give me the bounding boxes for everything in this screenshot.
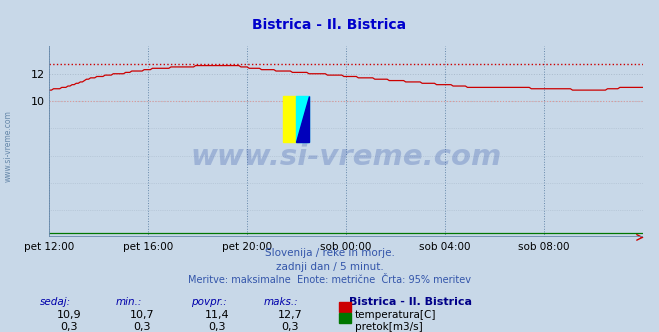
Text: 12,7: 12,7 xyxy=(277,310,302,320)
Polygon shape xyxy=(295,96,308,142)
Text: Slovenija / reke in morje.: Slovenija / reke in morje. xyxy=(264,248,395,258)
Text: www.si-vreme.com: www.si-vreme.com xyxy=(3,110,13,182)
Text: temperatura[C]: temperatura[C] xyxy=(355,310,436,320)
Text: Meritve: maksimalne  Enote: metrične  Črta: 95% meritev: Meritve: maksimalne Enote: metrične Črta… xyxy=(188,275,471,285)
Text: www.si-vreme.com: www.si-vreme.com xyxy=(190,143,501,171)
Text: 0,3: 0,3 xyxy=(209,322,226,332)
Text: 11,4: 11,4 xyxy=(205,310,230,320)
Text: Bistrica - Il. Bistrica: Bistrica - Il. Bistrica xyxy=(349,297,473,307)
Text: 0,3: 0,3 xyxy=(133,322,150,332)
Bar xyxy=(295,96,308,142)
Text: 0,3: 0,3 xyxy=(61,322,78,332)
Text: zadnji dan / 5 minut.: zadnji dan / 5 minut. xyxy=(275,262,384,272)
Text: pretok[m3/s]: pretok[m3/s] xyxy=(355,322,422,332)
Text: povpr.:: povpr.: xyxy=(191,297,227,307)
Text: min.:: min.: xyxy=(115,297,142,307)
Text: maks.:: maks.: xyxy=(264,297,299,307)
Text: sedaj:: sedaj: xyxy=(40,297,71,307)
Text: 0,3: 0,3 xyxy=(281,322,299,332)
Text: 10,7: 10,7 xyxy=(129,310,154,320)
Text: 10,9: 10,9 xyxy=(57,310,82,320)
Text: Bistrica - Il. Bistrica: Bistrica - Il. Bistrica xyxy=(252,18,407,32)
Bar xyxy=(283,96,295,142)
